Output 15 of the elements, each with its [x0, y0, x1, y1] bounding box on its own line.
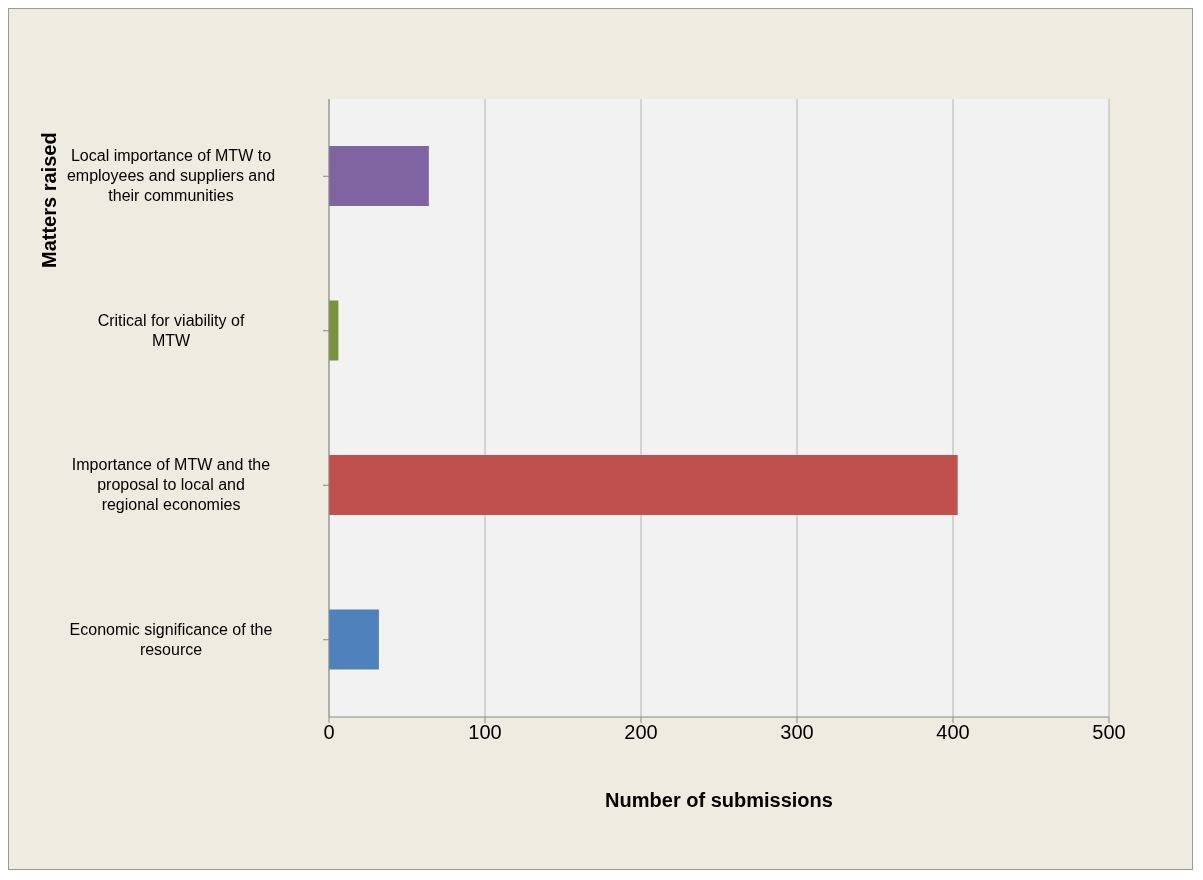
y-tick-label: Economic significance of the resource [69, 620, 273, 658]
x-tick-label: 100 [468, 721, 502, 744]
x-tick-label: 500 [1092, 721, 1126, 744]
bar [329, 455, 958, 515]
x-tick-label: 300 [780, 721, 814, 744]
y-tick-label: Critical for viability of MTW [97, 311, 245, 349]
y-tick-label: Importance of MTW and the proposal to local and regional economies [71, 456, 271, 514]
x-axis-title: Number of submissions [605, 789, 833, 811]
bar [329, 609, 379, 670]
x-tick-label: 0 [323, 721, 335, 744]
bar [329, 146, 429, 206]
x-tick-label: 200 [624, 721, 658, 744]
y-axis-title: Matters raised [38, 132, 61, 268]
y-tick-label: Local importance of MTW to employees and suppliers and their communities [66, 147, 276, 205]
x-tick-label: 400 [936, 721, 970, 744]
